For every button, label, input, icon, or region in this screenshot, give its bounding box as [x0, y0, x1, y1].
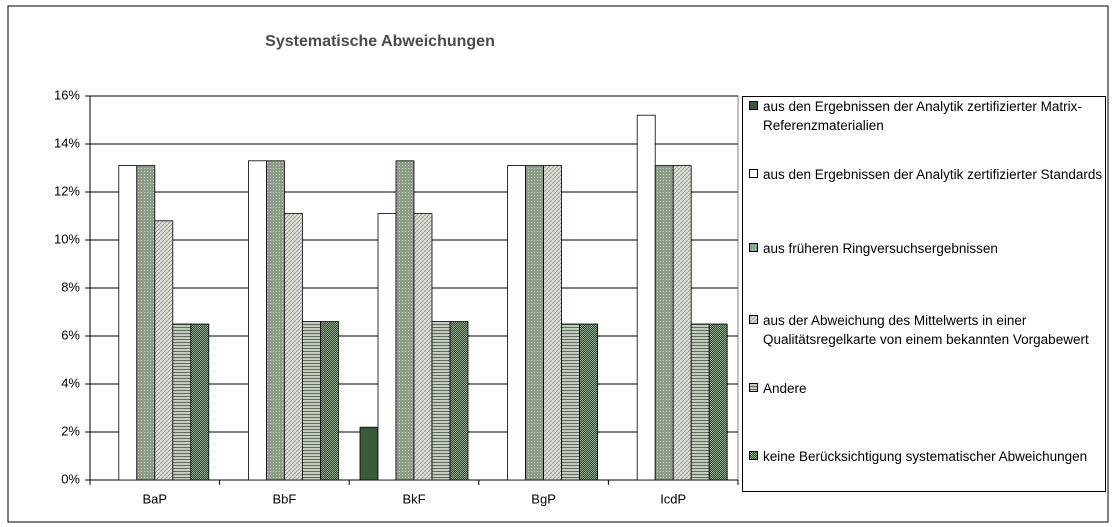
x-tick-label: BbF	[272, 491, 296, 506]
legend-entry: aus der Abweichung des Mittelwerts in ei…	[749, 311, 1105, 349]
bar	[136, 165, 156, 481]
bar	[507, 165, 527, 481]
bar	[395, 160, 415, 481]
legend-entry: Andere	[749, 379, 1105, 398]
x-tick-label: BaP	[143, 491, 168, 506]
legend-entry: keine Berücksichtigung systematischer Ab…	[749, 447, 1105, 466]
bar	[672, 165, 692, 481]
legend-swatch	[749, 451, 758, 460]
legend-label: aus den Ergebnissen der Analytik zertifi…	[763, 167, 1103, 182]
bar	[543, 165, 562, 481]
bar	[431, 321, 451, 481]
bar	[525, 165, 544, 481]
legend-entry: aus früheren Ringversuchsergebnissen	[749, 239, 1105, 258]
y-tick-label: 6%	[61, 327, 80, 342]
bar	[319, 321, 339, 481]
legend-swatch	[749, 169, 758, 178]
bar	[265, 160, 285, 481]
y-tick-label: 10%	[54, 231, 80, 246]
bar	[118, 165, 138, 481]
x-tick-label: BkF	[402, 491, 425, 506]
legend-swatch	[749, 315, 758, 324]
y-tick-label: 16%	[54, 87, 80, 102]
chart-title: Systematische Abweichungen	[265, 33, 495, 50]
x-tick-label: BgP	[531, 491, 556, 506]
bar	[154, 220, 174, 481]
bar	[449, 321, 469, 481]
bar	[561, 323, 580, 481]
legend-entry: aus den Ergebnissen der Analytik zertifi…	[749, 165, 1105, 184]
x-tick-label: IcdP	[660, 491, 686, 506]
bar	[579, 323, 598, 481]
bar	[247, 160, 267, 481]
bar	[359, 426, 379, 481]
bar	[690, 323, 710, 481]
y-tick-label: 2%	[61, 423, 80, 438]
legend-entry: aus den Ergebnissen der Analytik zertifi…	[749, 97, 1105, 135]
frame	[7, 5, 1109, 523]
bar	[377, 213, 397, 481]
legend-swatch	[749, 383, 758, 392]
legend: aus den Ergebnissen der Analytik zertifi…	[742, 96, 1106, 492]
legend-label: aus der Abweichung des Mittelwerts in ei…	[763, 313, 1089, 347]
y-tick-label: 0%	[61, 471, 80, 486]
bar	[708, 323, 728, 481]
y-tick-label: 14%	[54, 135, 80, 150]
legend-label: keine Berücksichtigung systematischer Ab…	[763, 449, 1088, 464]
legend-label: aus früheren Ringversuchsergebnissen	[763, 241, 998, 256]
legend-swatch	[749, 101, 758, 110]
legend-swatch	[749, 243, 758, 252]
bar	[301, 321, 321, 481]
bar	[636, 114, 656, 481]
y-tick-label: 4%	[61, 375, 80, 390]
bar	[413, 213, 433, 481]
bar	[654, 165, 674, 481]
legend-label: Andere	[763, 381, 807, 396]
y-tick-label: 8%	[61, 279, 80, 294]
bar	[283, 213, 303, 481]
legend-label: aus den Ergebnissen der Analytik zertifi…	[763, 99, 1082, 133]
bar	[172, 323, 192, 481]
y-tick-label: 12%	[54, 183, 80, 198]
bar	[190, 323, 210, 481]
